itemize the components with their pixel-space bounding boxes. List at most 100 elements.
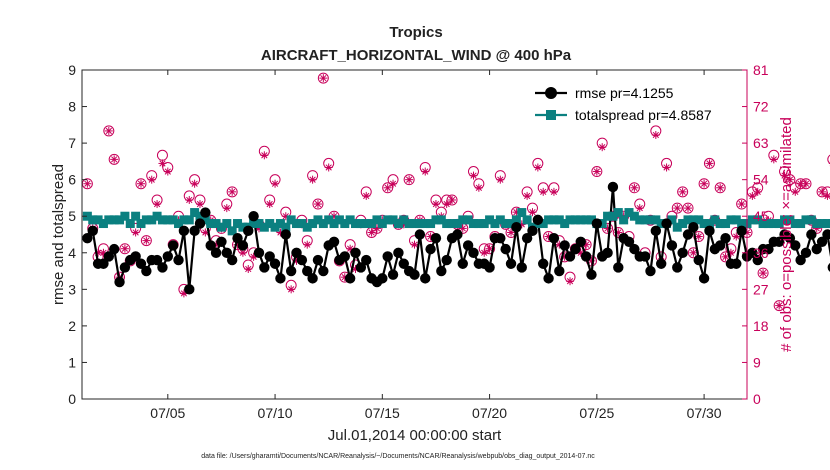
totalspread-point [458, 215, 468, 225]
rmse-point [216, 236, 227, 248]
obs-assimilated-point [319, 74, 328, 83]
obs-assimilated-point [104, 126, 113, 135]
rmse-point [639, 251, 651, 262]
legend: rmse pr=4.1255 totalspread pr=4.8587 [535, 85, 712, 123]
asterisk-stroke [121, 245, 129, 252]
rmse-point [688, 221, 699, 233]
obs-assimilated-point [630, 183, 639, 192]
legend-rmse-label: rmse pr=4.1255 [575, 85, 674, 101]
x-tick-label: 07/20 [472, 405, 507, 421]
obs-assimilated-point [474, 183, 483, 192]
totalspread-point [501, 219, 511, 229]
rmse-point [752, 254, 763, 266]
right-tick-label: 36 [753, 245, 769, 261]
rmse-point [108, 243, 120, 255]
totalspread-point [426, 219, 436, 229]
obs-possible-point [698, 178, 710, 190]
totalspread-point [731, 215, 741, 225]
right-axis-ticks: 0 9 18 27 36 45 54 63 72 81 [742, 62, 769, 407]
obs-possible-point [827, 154, 830, 165]
totalspread-point [667, 215, 677, 225]
totalspread-point [447, 219, 457, 229]
totalspread-point [474, 219, 484, 229]
asterisk-stroke [700, 180, 708, 187]
rmse-point [232, 232, 243, 244]
obs-assimilated-point [716, 183, 725, 192]
asterisk-stroke [443, 200, 450, 208]
totalspread-point [345, 215, 355, 225]
obs-assimilated-point [801, 179, 810, 188]
totalspread-point [436, 215, 446, 225]
rmse-point [393, 247, 404, 258]
rmse-point [822, 229, 830, 240]
totalspread-point [511, 215, 521, 225]
left-tick-label: 0 [68, 391, 76, 407]
asterisk-stroke [722, 253, 729, 260]
obs-possible-point [119, 243, 131, 255]
totalspread-point [254, 219, 264, 229]
legend-totalspread-label: totalspread pr=4.8587 [575, 107, 712, 123]
totalspread-point [216, 222, 226, 232]
totalspread-point [801, 215, 811, 225]
totalspread-point [313, 215, 323, 225]
rmse-point [420, 273, 431, 284]
obs-assimilated-point [136, 179, 145, 188]
asterisk-stroke [706, 160, 713, 167]
obs-assimilated-point [389, 179, 398, 188]
obs-assimilated-point [823, 191, 830, 200]
rmse-point [655, 258, 667, 269]
rmse-point [698, 273, 710, 284]
obs-assimilated-point [163, 167, 172, 176]
rmse-point [318, 265, 329, 277]
rmse-point [570, 243, 581, 255]
totalspread-point [420, 219, 430, 229]
obs-assimilated-point [678, 187, 687, 196]
left-tick-label: 4 [68, 245, 76, 261]
obs-possible-point [484, 243, 496, 255]
rmse-point [623, 236, 635, 248]
totalspread-point [318, 219, 328, 229]
right-tick-label: 9 [753, 354, 761, 370]
obs-possible-point [682, 202, 694, 214]
asterisk-stroke [792, 188, 799, 196]
asterisk-stroke [261, 152, 268, 159]
obs-assimilated-point [147, 175, 156, 184]
obs-assimilated-point [737, 200, 746, 209]
rmse-point [731, 258, 742, 269]
rmse-point [414, 229, 426, 240]
totalspread-point [806, 215, 816, 225]
asterisk-stroke [776, 302, 783, 309]
rmse-point [554, 265, 565, 277]
totalspread-point [329, 219, 339, 229]
rmse-point [484, 262, 495, 273]
asterisk-stroke [389, 180, 397, 187]
rmse-point [575, 236, 586, 248]
rmse-point [339, 251, 350, 262]
rmse-point [666, 240, 678, 251]
obs-possible-point [403, 174, 415, 186]
totalspread-point [828, 219, 830, 229]
obs-possible-point [382, 182, 394, 194]
asterisk-stroke [191, 180, 198, 187]
x-axis-ticks: 07/05 07/10 07/15 07/20 07/25 07/30 [150, 70, 722, 421]
rmse-point [157, 262, 168, 273]
totalspread-point [281, 222, 291, 232]
rmse-point [704, 225, 715, 237]
totalspread-point [570, 215, 580, 225]
asterisk-stroke [497, 176, 504, 183]
obs-assimilated-point [153, 200, 162, 209]
asterisk-stroke [143, 237, 150, 244]
asterisk-stroke [738, 200, 745, 208]
asterisk-stroke [405, 176, 413, 183]
totalspread-point [131, 211, 141, 221]
rmse-point [275, 273, 286, 284]
asterisk-stroke [325, 164, 332, 171]
rmse-point [302, 265, 313, 277]
asterisk-stroke [111, 156, 118, 163]
right-tick-label: 81 [753, 62, 769, 78]
asterisk-stroke [770, 156, 777, 163]
totalspread-point [372, 215, 382, 225]
rmse-point [468, 247, 479, 258]
obs-assimilated-point [753, 187, 762, 196]
totalspread-point [613, 208, 623, 218]
